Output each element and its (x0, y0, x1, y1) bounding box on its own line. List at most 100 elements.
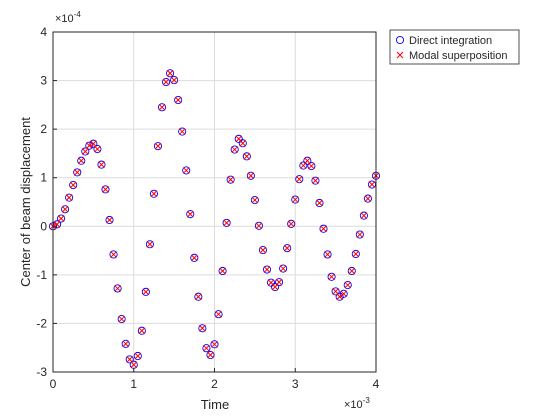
x-marker (287, 220, 295, 228)
circle-marker (327, 272, 336, 281)
circle-marker (61, 205, 70, 214)
circle-marker (81, 147, 90, 156)
x-axis-label: Time (201, 397, 229, 412)
circle-marker (363, 194, 372, 203)
x-marker (263, 266, 271, 273)
x-multiplier-exponent: -3 (363, 396, 371, 405)
circle-marker (73, 168, 82, 177)
x-marker (90, 140, 97, 148)
x-marker (352, 250, 360, 258)
x-marker (142, 288, 150, 296)
x-marker (368, 181, 376, 188)
x-marker (320, 225, 327, 233)
x-marker (186, 210, 194, 218)
y-multiplier: ×10-4 (55, 10, 81, 25)
circle-marker (141, 287, 150, 296)
circle-marker (89, 139, 98, 148)
x-marker (182, 167, 190, 174)
series (49, 69, 380, 369)
x-marker (295, 175, 303, 183)
x-marker (215, 310, 222, 318)
x-marker (304, 157, 311, 165)
x-marker (77, 157, 85, 165)
circle-marker (258, 246, 268, 255)
circle-marker (93, 145, 102, 154)
x-marker (223, 219, 230, 227)
circle-marker (331, 287, 340, 296)
x-marker (134, 352, 142, 360)
circle-marker (182, 166, 191, 175)
y-tick-label: -2 (36, 316, 47, 330)
circle-marker (161, 77, 171, 87)
x-tick-label: 1 (130, 377, 137, 391)
circle-marker (190, 253, 199, 262)
x-marker (207, 351, 214, 359)
x-marker (106, 216, 113, 224)
x-marker (275, 278, 283, 286)
y-axis-label: Center of beam displacement (18, 117, 33, 287)
circle-marker (125, 355, 134, 364)
y-tick-label: 3 (40, 74, 47, 88)
circle-marker (85, 141, 94, 150)
x-marker (57, 215, 65, 222)
circle-marker (222, 218, 231, 227)
x-marker (114, 285, 121, 292)
x-marker (316, 199, 323, 207)
x-marker (138, 327, 146, 335)
circle-marker (101, 185, 110, 194)
x-marker (324, 251, 331, 258)
x-tick-label: 4 (373, 377, 380, 391)
x-marker (283, 244, 291, 252)
circle-marker (315, 198, 324, 208)
circle-marker (339, 289, 348, 298)
x-marker (364, 195, 372, 202)
circle-marker (299, 161, 308, 170)
x-marker (130, 361, 138, 369)
circle-marker (170, 76, 179, 85)
x-marker (194, 293, 202, 301)
x-marker (259, 246, 267, 254)
x-marker (162, 78, 170, 86)
circle-marker (234, 134, 243, 143)
x-marker (336, 293, 344, 301)
x-marker (126, 356, 134, 363)
circle-marker (57, 214, 66, 223)
x-marker (61, 205, 69, 213)
circle-marker (287, 219, 296, 228)
circle-marker (283, 244, 292, 253)
circle-marker (351, 249, 360, 259)
circle-marker (262, 265, 272, 274)
x-marker (243, 152, 251, 160)
x-marker (332, 288, 339, 295)
circle-marker (343, 281, 352, 290)
x-marker (158, 103, 166, 111)
circle-marker (186, 210, 195, 219)
circle-marker (109, 250, 118, 259)
x-marker (199, 324, 206, 332)
x-marker (227, 176, 235, 184)
x-marker (255, 222, 263, 230)
x-tick-label: 3 (292, 377, 299, 391)
circle-marker (323, 250, 332, 259)
circle-marker (242, 152, 251, 161)
circle-marker (194, 292, 203, 301)
x-marker (340, 290, 348, 298)
x-marker (69, 181, 77, 189)
x-marker (239, 139, 247, 147)
x-marker (219, 267, 226, 275)
circle-marker (174, 95, 183, 105)
circle-marker (335, 292, 344, 301)
x-marker (94, 145, 101, 153)
circle-marker (307, 162, 316, 171)
circle-marker (347, 266, 356, 276)
circle-marker (246, 171, 255, 180)
circle-marker (198, 324, 207, 333)
x-marker (312, 177, 319, 184)
x-marker (231, 146, 239, 153)
circle-marker (121, 339, 130, 348)
x-marker (328, 273, 335, 281)
circle-marker (210, 340, 219, 349)
x-marker (360, 212, 368, 219)
legend-marker (396, 51, 404, 59)
x-marker (81, 148, 89, 155)
